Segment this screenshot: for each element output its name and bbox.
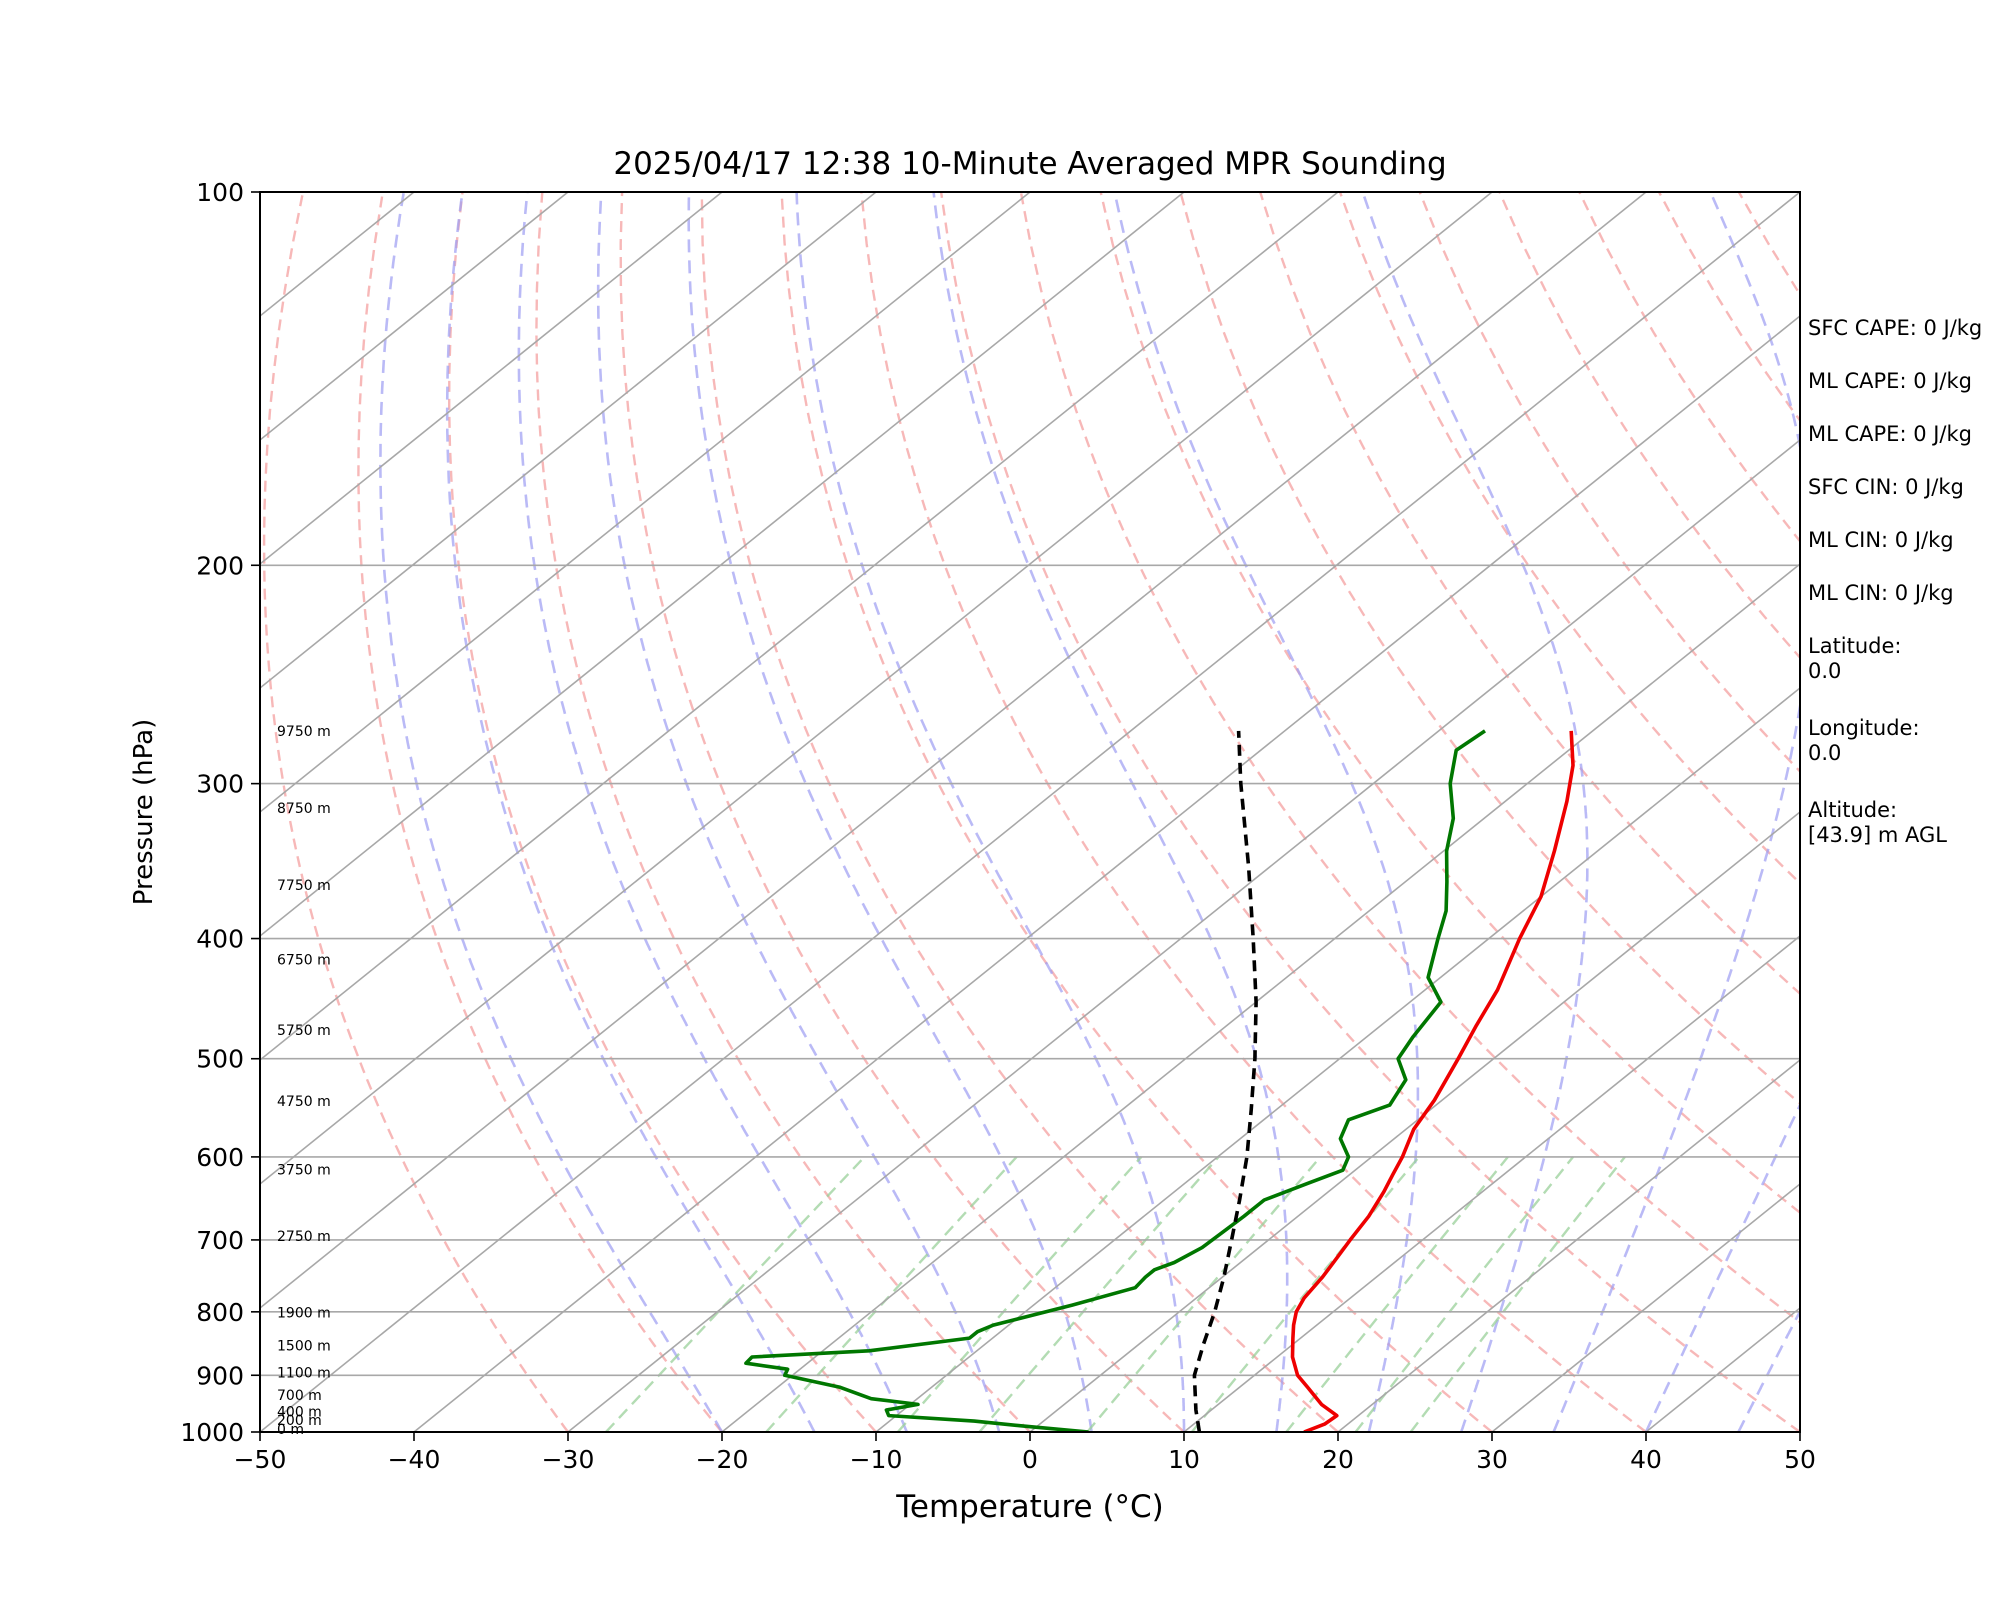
height-label: 5750 m <box>277 1023 331 1039</box>
x-tick-label: 50 <box>1784 1445 1816 1474</box>
x-tick-label: −50 <box>234 1445 287 1474</box>
y-tick-label: 300 <box>196 770 244 799</box>
y-tick-label: 400 <box>196 925 244 954</box>
x-tick-label: −20 <box>696 1445 749 1474</box>
longitude-label: Longitude: <box>1808 716 1920 740</box>
ml-cin-text-2: ML CIN: 0 J/kg <box>1808 581 1982 606</box>
y-tick-label: 500 <box>196 1045 244 1074</box>
moist-adiabat <box>447 192 814 1432</box>
ml-cape-text: ML CAPE: 0 J/kg <box>1808 369 1982 394</box>
ml-cin-text: ML CIN: 0 J/kg <box>1808 528 1982 553</box>
y-tick-label: 100 <box>196 178 244 207</box>
x-tick-label: 0 <box>1022 1445 1038 1474</box>
y-tick-label: 700 <box>196 1226 244 1255</box>
y-axis-label: Pressure (hPa) <box>129 719 159 906</box>
y-tick-label: 800 <box>196 1298 244 1327</box>
y-tick-label: 1000 <box>180 1418 244 1447</box>
dry-adiabat <box>941 192 1800 1432</box>
height-label: 8750 m <box>277 801 331 817</box>
height-label: 1500 m <box>277 1339 331 1355</box>
temperature-profile <box>1293 731 1574 1432</box>
chart-title: 2025/04/17 12:38 10-Minute Averaged MPR … <box>613 146 1446 182</box>
ml-cape-text-2: ML CAPE: 0 J/kg <box>1808 422 1982 447</box>
moist-adiabat <box>934 192 1288 1432</box>
moist-adiabat <box>797 192 1184 1432</box>
dry-adiabat <box>621 192 1184 1432</box>
latitude-label: Latitude: <box>1808 634 1902 658</box>
sounding-parameters: SFC CAPE: 0 J/kg ML CAPE: 0 J/kg ML CAPE… <box>1808 316 1982 880</box>
dry-adiabat <box>702 192 1338 1432</box>
x-axis-label: Temperature (°C) <box>895 1489 1164 1525</box>
mixing-ratio-line <box>766 1157 1016 1432</box>
x-tick-label: −30 <box>542 1445 595 1474</box>
moist-adiabat <box>380 192 722 1432</box>
altitude-label: Altitude: <box>1808 798 1897 822</box>
dry-adiabat <box>449 192 876 1432</box>
mixing-ratio-line <box>1087 1157 1320 1432</box>
y-tick-label: 600 <box>196 1143 244 1172</box>
longitude-block: Longitude: 0.0 <box>1808 716 1982 766</box>
dry-adiabat <box>782 192 1492 1432</box>
height-label: 3750 m <box>277 1162 331 1178</box>
height-label: 1900 m <box>277 1306 331 1322</box>
sfc-cape-text: SFC CAPE: 0 J/kg <box>1808 316 1982 341</box>
height-label: 0 m <box>277 1422 304 1438</box>
moist-adiabat <box>519 192 907 1432</box>
x-tick-label: 20 <box>1322 1445 1354 1474</box>
height-label: 6750 m <box>277 953 331 969</box>
height-label: 7750 m <box>277 878 331 894</box>
altitude-value: [43.9] m AGL <box>1808 823 1947 847</box>
height-label: 9750 m <box>277 724 331 740</box>
moist-adiabat <box>1115 192 1418 1432</box>
sfc-cin-text: SFC CIN: 0 J/kg <box>1808 475 1982 500</box>
x-tick-label: −10 <box>850 1445 903 1474</box>
x-tick-label: −40 <box>388 1445 441 1474</box>
x-tick-label: 30 <box>1476 1445 1508 1474</box>
dry-adiabat <box>861 192 1646 1432</box>
altitude-block: Altitude: [43.9] m AGL <box>1808 798 1982 848</box>
longitude-value: 0.0 <box>1808 741 1841 765</box>
latitude-value: 0.0 <box>1808 659 1841 683</box>
height-label: 4750 m <box>277 1094 331 1110</box>
x-tick-label: 40 <box>1630 1445 1662 1474</box>
x-tick-label: 10 <box>1168 1445 1200 1474</box>
y-tick-label: 900 <box>196 1361 244 1390</box>
height-label: 2750 m <box>277 1229 331 1245</box>
height-label: 1100 m <box>277 1365 331 1381</box>
mixing-ratio-line <box>979 1157 1218 1432</box>
latitude-block: Latitude: 0.0 <box>1808 634 1982 684</box>
height-label: 700 m <box>277 1388 322 1404</box>
y-tick-label: 200 <box>196 551 244 580</box>
mixing-ratio-line <box>606 1157 865 1432</box>
